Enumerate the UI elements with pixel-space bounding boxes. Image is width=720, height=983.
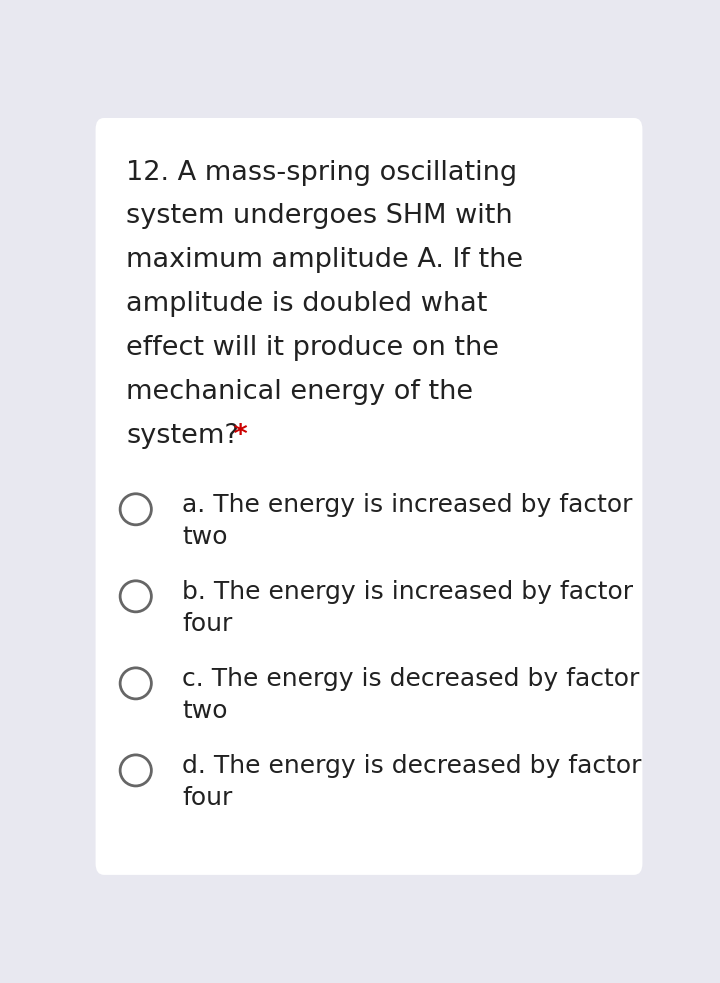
Text: four: four (182, 786, 233, 810)
Text: amplitude is doubled what: amplitude is doubled what (126, 291, 487, 318)
Text: b. The energy is increased by factor: b. The energy is increased by factor (182, 580, 633, 604)
Text: maximum amplitude A. If the: maximum amplitude A. If the (126, 248, 523, 273)
Text: system?: system? (126, 423, 239, 449)
Text: d. The energy is decreased by factor: d. The energy is decreased by factor (182, 754, 642, 778)
Text: two: two (182, 699, 228, 723)
FancyBboxPatch shape (96, 118, 642, 875)
Text: a. The energy is increased by factor: a. The energy is increased by factor (182, 492, 633, 517)
Text: system undergoes SHM with: system undergoes SHM with (126, 203, 513, 229)
Text: *: * (224, 423, 248, 449)
Text: 12. A mass-spring oscillating: 12. A mass-spring oscillating (126, 159, 518, 186)
Text: four: four (182, 612, 233, 636)
Text: mechanical energy of the: mechanical energy of the (126, 379, 473, 405)
Text: c. The energy is decreased by factor: c. The energy is decreased by factor (182, 666, 639, 691)
Text: effect will it produce on the: effect will it produce on the (126, 335, 499, 361)
Text: two: two (182, 525, 228, 549)
